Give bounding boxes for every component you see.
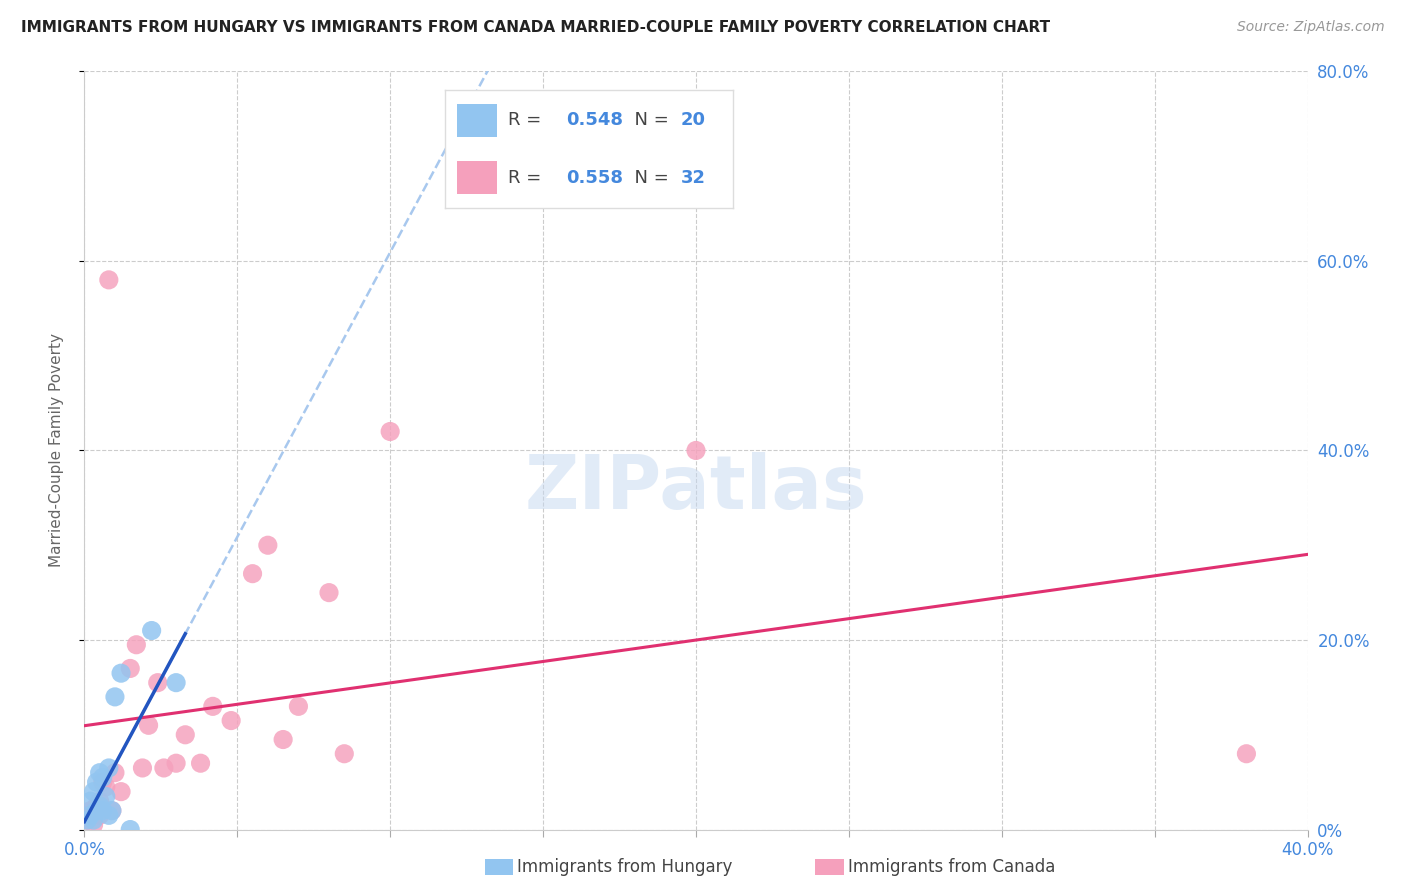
Point [86, 804, 108, 818]
Point [79, 794, 101, 808]
Point [141, 624, 163, 638]
Point [257, 538, 280, 552]
Point [79, 804, 101, 818]
Point [89, 794, 111, 808]
Point [97, 808, 120, 822]
Point [76, 808, 98, 822]
Point [120, 822, 142, 837]
Point [318, 585, 340, 599]
Text: IMMIGRANTS FROM HUNGARY VS IMMIGRANTS FROM CANADA MARRIED-COUPLE FAMILY POVERTY : IMMIGRANTS FROM HUNGARY VS IMMIGRANTS FR… [21, 20, 1050, 35]
Point [201, 699, 224, 714]
Point [110, 785, 132, 799]
Point [190, 756, 212, 771]
Point [380, 425, 402, 439]
Point [91, 771, 114, 785]
Point [146, 675, 169, 690]
Point [131, 761, 153, 775]
Point [91, 804, 114, 818]
Point [89, 798, 111, 813]
Point [94, 780, 117, 794]
Point [83, 813, 105, 827]
Point [104, 690, 127, 704]
Text: ZIPatlas: ZIPatlas [524, 452, 868, 524]
Y-axis label: Married-Couple Family Poverty: Married-Couple Family Poverty [49, 334, 63, 567]
Point [242, 566, 264, 581]
Point [138, 718, 160, 732]
Text: Immigrants from Canada: Immigrants from Canada [848, 858, 1054, 876]
Point [79, 808, 101, 822]
Point [219, 714, 242, 728]
Point [120, 661, 142, 675]
Text: Source: ZipAtlas.com: Source: ZipAtlas.com [1237, 20, 1385, 34]
Point [271, 732, 294, 747]
Point [174, 728, 197, 742]
Point [86, 775, 108, 789]
Point [1236, 747, 1258, 761]
Point [89, 808, 111, 822]
Text: Immigrants from Hungary: Immigrants from Hungary [517, 858, 733, 876]
Point [83, 785, 105, 799]
Point [287, 699, 309, 714]
Point [101, 804, 124, 818]
Point [104, 765, 127, 780]
Point [685, 443, 707, 458]
Point [165, 675, 187, 690]
Point [83, 818, 105, 832]
Point [153, 761, 176, 775]
Point [97, 761, 120, 775]
Point [110, 666, 132, 681]
Point [76, 813, 98, 827]
Point [97, 273, 120, 287]
Point [125, 638, 148, 652]
Point [89, 765, 111, 780]
Point [94, 789, 117, 804]
Point [333, 747, 356, 761]
Point [86, 798, 108, 813]
Point [101, 804, 124, 818]
Point [165, 756, 187, 771]
Point [91, 775, 114, 789]
